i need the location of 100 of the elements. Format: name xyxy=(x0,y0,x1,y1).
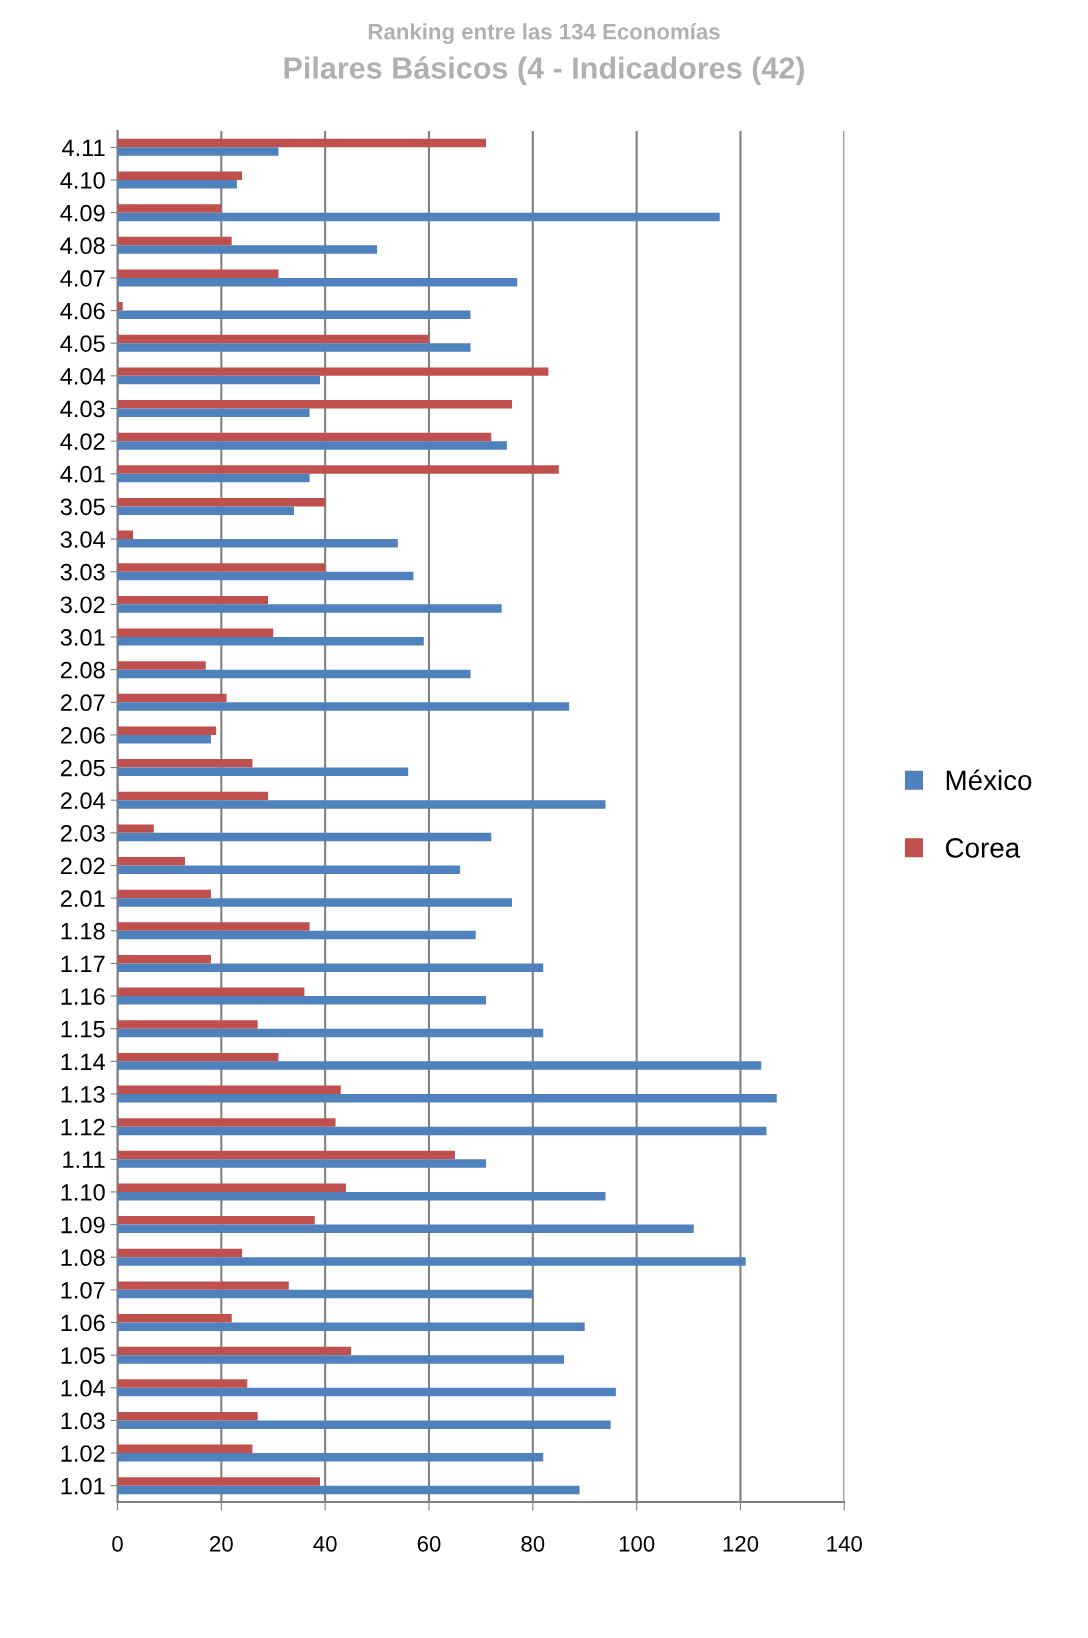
bar xyxy=(117,530,134,540)
bar xyxy=(117,539,398,548)
bar xyxy=(117,343,471,352)
bar xyxy=(117,1314,232,1323)
y-tick-label: 1.07 xyxy=(61,1281,105,1299)
bar xyxy=(117,987,305,997)
bar xyxy=(117,637,424,646)
bar xyxy=(117,1444,253,1454)
y-tick-label: 2.06 xyxy=(60,727,105,744)
bar xyxy=(117,1020,258,1029)
y-tick-label: 1.05 xyxy=(61,1347,105,1364)
y-tick-label: 1.03 xyxy=(61,1412,105,1430)
y-tick-label: 1.11 xyxy=(63,1151,105,1168)
bar xyxy=(117,367,549,376)
bar xyxy=(117,1028,544,1038)
y-tick-label: 3.05 xyxy=(60,498,105,516)
bar xyxy=(117,1061,762,1070)
x-tick-label: 120 xyxy=(723,1535,759,1552)
bar xyxy=(117,1052,279,1062)
y-tick-label: 4.02 xyxy=(60,433,105,450)
bar xyxy=(117,693,227,703)
bar xyxy=(117,1322,585,1331)
y-tick-label: 4.05 xyxy=(60,335,105,353)
y-tick-label: 4.08 xyxy=(60,237,105,255)
y-tick-label: 4.09 xyxy=(60,204,105,222)
chart-subtitle: Pilares Básicos (4 - Indicadores (42) xyxy=(284,56,805,85)
bar xyxy=(117,506,295,515)
bar xyxy=(117,473,310,483)
bar xyxy=(117,996,487,1005)
bar xyxy=(117,1379,248,1388)
legend-label: Corea xyxy=(945,838,1021,858)
bar xyxy=(117,628,274,638)
bar xyxy=(117,1346,352,1356)
bar xyxy=(117,432,492,442)
bar xyxy=(117,734,211,744)
bar xyxy=(117,963,544,972)
bar xyxy=(117,865,461,874)
y-tick-label: 4.07 xyxy=(60,270,105,287)
y-tick-label: 1.04 xyxy=(61,1379,106,1397)
bar xyxy=(117,800,606,809)
y-tick-label: 3.01 xyxy=(60,629,105,646)
bar xyxy=(117,180,237,189)
bar xyxy=(117,702,570,711)
y-tick-label: 4.10 xyxy=(60,172,105,189)
y-tick-label: 1.02 xyxy=(61,1445,105,1462)
x-tick-label: 60 xyxy=(417,1535,441,1552)
bar xyxy=(117,898,513,907)
bar xyxy=(117,1126,767,1136)
bar xyxy=(117,212,720,222)
bar xyxy=(117,832,492,842)
bar xyxy=(117,1477,320,1486)
bar xyxy=(117,922,310,931)
bar xyxy=(117,767,409,777)
y-tick-label: 2.03 xyxy=(60,824,105,842)
bar xyxy=(117,1387,616,1397)
bar xyxy=(117,571,414,581)
y-tick-label: 1.08 xyxy=(61,1249,105,1267)
bar xyxy=(117,236,232,246)
bar xyxy=(117,857,185,866)
y-tick-label: 2.07 xyxy=(60,694,105,712)
bar xyxy=(117,930,476,940)
y-tick-label: 3.04 xyxy=(60,531,106,548)
bar xyxy=(117,1453,544,1462)
x-tick-label: 140 xyxy=(827,1535,862,1552)
bar xyxy=(117,302,123,311)
y-tick-label: 2.02 xyxy=(60,857,105,875)
bar xyxy=(117,1248,243,1258)
y-tick-label: 2.01 xyxy=(60,890,105,907)
bar xyxy=(117,595,269,605)
y-tick-label: 2.05 xyxy=(60,759,105,777)
legend-label: México xyxy=(946,769,1032,791)
bar xyxy=(117,1191,606,1201)
bar xyxy=(117,147,279,156)
bar xyxy=(117,1085,341,1095)
x-tick-label: 100 xyxy=(619,1535,655,1552)
bar xyxy=(117,269,279,278)
bar xyxy=(117,791,269,801)
bar xyxy=(117,954,211,964)
bar xyxy=(117,1485,580,1495)
bar xyxy=(117,669,471,679)
bar xyxy=(117,465,559,474)
bar xyxy=(117,441,507,450)
y-tick-label: 1.16 xyxy=(61,988,105,1005)
y-tick-label: 3.03 xyxy=(60,563,105,581)
bar xyxy=(117,759,253,768)
y-tick-label: 3.02 xyxy=(60,596,105,614)
y-tick-label: 2.08 xyxy=(60,661,105,679)
bar xyxy=(117,1281,289,1290)
bar xyxy=(117,1216,315,1225)
bar xyxy=(117,1355,564,1364)
bar xyxy=(117,171,243,180)
chart-title: Ranking entre las 134 Economías xyxy=(368,23,720,45)
y-tick-label: 4.04 xyxy=(60,367,106,385)
bar xyxy=(117,497,326,507)
bar xyxy=(117,1118,336,1127)
y-tick-label: 1.15 xyxy=(61,1021,105,1038)
y-tick-label: 4.06 xyxy=(60,302,105,320)
bar xyxy=(117,1224,694,1234)
y-tick-label: 1.10 xyxy=(61,1184,105,1201)
bar xyxy=(117,1411,258,1421)
